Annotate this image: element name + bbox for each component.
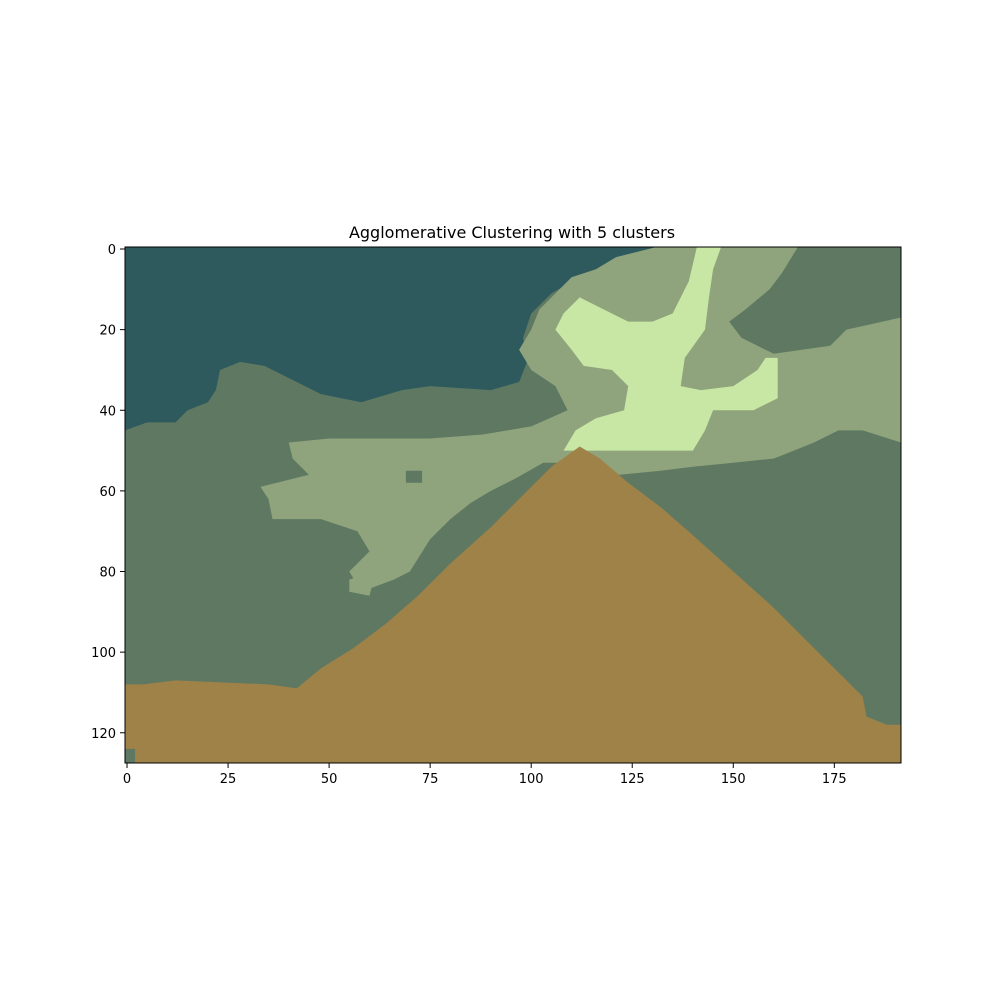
x-tick-label: 0 bbox=[123, 772, 131, 787]
x-tick-label: 75 bbox=[422, 772, 439, 787]
cluster-region-1-4 bbox=[802, 539, 843, 584]
y-axis: 0 20 40 60 80 100 120 bbox=[91, 243, 125, 742]
cluster-map bbox=[125, 247, 901, 763]
y-tick-label: 80 bbox=[99, 566, 116, 581]
y-tick-label: 20 bbox=[99, 324, 116, 339]
cluster-region-2-6 bbox=[349, 575, 374, 596]
x-tick-label: 25 bbox=[220, 772, 237, 787]
cluster-region-4-8 bbox=[125, 446, 901, 763]
cluster-region-0-1 bbox=[125, 247, 657, 431]
plot-frame bbox=[124, 246, 902, 764]
x-axis: 0 25 50 75 100 125 150 175 bbox=[123, 763, 847, 787]
y-tick-label: 0 bbox=[108, 243, 116, 258]
x-tick-label: 125 bbox=[620, 772, 645, 787]
x-tick-label: 100 bbox=[519, 772, 544, 787]
cluster-region-1-9 bbox=[125, 748, 136, 763]
y-tick-label: 40 bbox=[99, 404, 116, 419]
y-tick-label: 60 bbox=[99, 485, 116, 500]
chart-title: Agglomerative Clustering with 5 clusters bbox=[349, 223, 675, 242]
x-tick-label: 150 bbox=[721, 772, 746, 787]
cluster-region-3-3 bbox=[555, 247, 778, 451]
cluster-region-2-2 bbox=[260, 247, 901, 592]
x-tick-label: 50 bbox=[321, 772, 338, 787]
y-tick-label: 120 bbox=[91, 727, 116, 742]
x-tick-label: 175 bbox=[822, 772, 847, 787]
cluster-region-1-7 bbox=[405, 470, 423, 483]
cluster-region-2-5 bbox=[329, 466, 366, 491]
y-tick-label: 100 bbox=[91, 646, 116, 661]
